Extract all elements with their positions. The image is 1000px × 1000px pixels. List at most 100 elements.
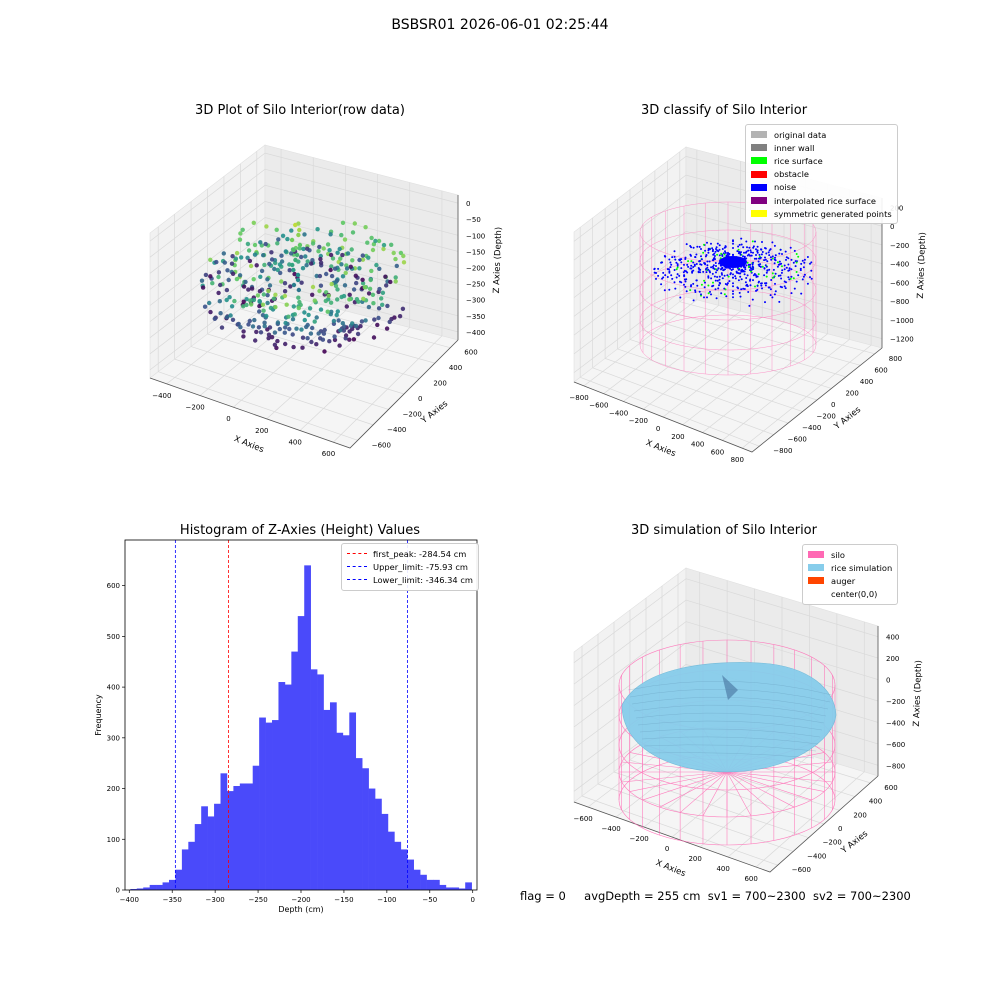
silo-floor-spoke	[726, 771, 795, 808]
raw-point	[273, 304, 278, 310]
classified-point	[745, 240, 748, 243]
histogram-bar	[465, 882, 472, 890]
x-tick-label: 200	[671, 433, 684, 441]
classified-point	[774, 256, 776, 259]
classified-point	[746, 285, 749, 288]
axis-edge	[149, 339, 459, 449]
classified-point	[655, 272, 657, 274]
classified-point	[771, 272, 774, 275]
raw-point	[245, 255, 250, 260]
classified-point	[663, 289, 666, 292]
classified-point	[756, 284, 759, 287]
classified-point	[769, 294, 772, 297]
raw-point	[354, 280, 359, 286]
raw-point	[369, 235, 374, 241]
raw-point	[401, 260, 407, 265]
classified-point	[676, 264, 679, 267]
classified-point	[737, 268, 740, 271]
grid-z-line	[149, 152, 459, 242]
classified-point	[723, 293, 726, 296]
x-tick-label: 0	[470, 896, 474, 904]
histogram-bar	[143, 887, 150, 890]
raw-point	[310, 258, 315, 263]
raw-point	[249, 302, 254, 307]
legend-line	[347, 579, 367, 581]
silo-floor-spoke	[726, 771, 825, 792]
mesh-line	[637, 720, 823, 731]
raw-point	[218, 282, 223, 288]
classified-point	[776, 265, 779, 268]
status-sv2: sv2 = 700~2300	[812, 889, 911, 903]
raw-point	[265, 293, 270, 298]
raw-point	[290, 332, 295, 337]
classified-point	[802, 266, 805, 269]
raw-point	[292, 312, 297, 317]
y-tick-label: 500	[107, 633, 120, 641]
z-tick-label: −600	[886, 741, 905, 749]
grid-z-line	[573, 212, 883, 298]
mesh-line	[643, 744, 817, 752]
classified-point	[724, 268, 726, 271]
classified-point	[773, 244, 776, 247]
histogram-bar	[426, 879, 434, 890]
mesh-line	[641, 736, 819, 745]
classified-point	[657, 267, 660, 270]
raw-point	[300, 266, 306, 271]
raw-point	[347, 337, 352, 342]
raw-point	[279, 279, 284, 284]
raw-point	[234, 250, 240, 256]
raw-point	[371, 301, 376, 306]
raw-point	[290, 262, 295, 268]
classified-point	[714, 262, 717, 264]
legend-item-rice-simulation: rice simulation	[808, 561, 892, 574]
dense-center-cluster	[719, 256, 747, 268]
classified-point	[687, 260, 690, 263]
classified-point	[689, 267, 692, 270]
raw-point	[309, 339, 314, 345]
classified-point	[771, 241, 774, 244]
histogram-bar	[130, 888, 138, 890]
plot1-3d-raw: −400−20002004006006004002000−200−400−600…	[149, 144, 504, 458]
raw-point	[247, 318, 252, 324]
raw-point	[251, 220, 256, 225]
legend-item-interpolated: interpolated rice surface	[751, 194, 892, 207]
raw-point	[323, 298, 328, 304]
z-tick-label: −1000	[890, 317, 914, 325]
raw-point	[350, 230, 356, 235]
classified-point	[767, 251, 770, 254]
classified-point	[778, 300, 781, 303]
classified-point	[780, 277, 783, 280]
classified-point	[711, 272, 714, 275]
raw-point	[401, 253, 406, 259]
histogram-bar	[201, 806, 208, 890]
classified-point	[694, 291, 697, 293]
classified-point	[660, 283, 663, 286]
classified-point	[740, 251, 742, 254]
classified-point	[724, 288, 727, 291]
raw-point	[208, 309, 213, 315]
raw-point	[264, 313, 269, 319]
histogram-bar	[452, 887, 460, 890]
y-tick-label: −400	[387, 426, 406, 434]
classified-point	[749, 254, 751, 257]
raw-point	[329, 281, 334, 287]
classified-point	[684, 258, 687, 260]
z-tick-label: −100	[466, 232, 485, 240]
legend-item-lower-limit: Lower_limit: -346.34 cm	[347, 573, 473, 586]
classified-point	[699, 271, 702, 274]
classified-point	[727, 275, 730, 278]
classified-point	[774, 254, 777, 257]
classified-point	[810, 269, 813, 272]
classified-point	[707, 251, 710, 254]
classified-point	[765, 252, 768, 255]
raw-point	[377, 266, 382, 271]
plot4-legend: silo rice simulation auger center(0,0)	[802, 544, 899, 605]
raw-point	[260, 302, 266, 307]
classified-point	[712, 253, 715, 256]
classified-point	[693, 263, 696, 266]
classified-point	[715, 248, 717, 250]
y-tick-label: −200	[823, 839, 842, 847]
classified-point	[752, 279, 754, 282]
silo-floor-spoke	[726, 771, 752, 817]
classified-point	[712, 267, 715, 270]
